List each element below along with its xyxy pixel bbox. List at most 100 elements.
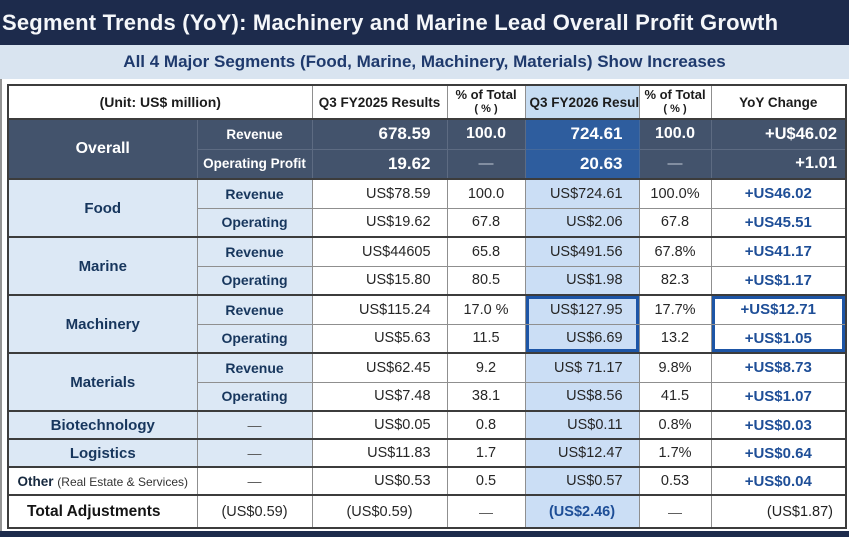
fy26-value: US$8.56 <box>524 381 640 412</box>
pct-header-line1: % of Total <box>644 87 706 102</box>
fy26-pct: 9.8% <box>638 352 712 383</box>
fy25-value: US$62.45 <box>311 352 448 383</box>
yoy-value: +US45.51 <box>710 207 847 238</box>
fy26-value: 20.63 <box>524 148 640 180</box>
fy26-value: US$491.56 <box>524 236 640 267</box>
fy26-value: 724.61 <box>524 118 640 150</box>
yoy-value: +US$0.04 <box>710 466 847 496</box>
metric-label: — <box>196 438 313 468</box>
metric-label: Operating <box>196 381 313 412</box>
fy25-pct: 100.0 <box>446 118 526 150</box>
segment-label-machinery: Machinery <box>7 294 198 354</box>
fy25-value: US$19.62 <box>311 207 448 238</box>
fy25-value: US$0.53 <box>311 466 448 496</box>
fy25-pct: 38.1 <box>446 381 526 412</box>
other-label-note: (Real Estate & Services) <box>57 474 188 489</box>
fy25-value: US$5.63 <box>311 323 448 354</box>
fy25-value: US$15.80 <box>311 265 448 296</box>
fy25-pct: 67.8 <box>446 207 526 238</box>
fy26-pct: 0.53 <box>638 466 712 496</box>
fy26-value: US$0.11 <box>524 410 640 440</box>
fy26-pct: 13.2 <box>638 323 712 354</box>
table-row-machinery-revenue: Machinery Revenue US$115.24 17.0 % US$12… <box>7 294 847 354</box>
segment-label-marine: Marine <box>7 236 198 296</box>
col-header-pct-fy25: % of Total ( % ) <box>446 84 526 120</box>
table-row-logistics: Logistics — US$11.83 1.7 US$12.47 1.7% +… <box>7 438 847 468</box>
unit-label: (Unit: US$ million) <box>7 84 313 120</box>
fy26-value-highlighted: US$127.95 <box>524 294 640 325</box>
table-row-food-revenue: Food Revenue US$78.59 100.0 US$724.61 10… <box>7 178 847 238</box>
yoy-value: +US$0.64 <box>710 438 847 468</box>
metric-label: Operating <box>196 207 313 238</box>
header-row: (Unit: US$ million) Q3 FY2025 Results % … <box>7 84 847 120</box>
subtitle-text: All 4 Major Segments (Food, Marine, Mach… <box>123 52 726 71</box>
fy25-pct: — <box>446 148 526 180</box>
fy26-pct: 17.7% <box>638 294 712 325</box>
fy26-value: US$1.98 <box>524 265 640 296</box>
table-row-biotechnology: Biotechnology — US$0.05 0.8 US$0.11 0.8%… <box>7 410 847 440</box>
subtitle-bar: All 4 Major Segments (Food, Marine, Mach… <box>0 45 849 79</box>
fy26-value: US$724.61 <box>524 178 640 209</box>
col-header-pct-fy26: % of Total ( % ) <box>638 84 712 120</box>
segment-label-food: Food <box>7 178 198 238</box>
fy25-pct: 11.5 <box>446 323 526 354</box>
total-adjustments-label: Total Adjustments <box>7 494 198 529</box>
fy25-value: 678.59 <box>311 118 448 150</box>
other-label: Other <box>17 473 54 489</box>
fy25-pct: 0.8 <box>446 410 526 440</box>
metric-label: Operating Profit <box>196 148 313 180</box>
fy26-pct: 100.0 <box>638 118 712 150</box>
fy26-value: (US$2.46) <box>524 494 640 529</box>
metric-label: Revenue <box>196 178 313 209</box>
fy25-pct: 80.5 <box>446 265 526 296</box>
fy26-pct: 67.8% <box>638 236 712 267</box>
yoy-value: +US46.02 <box>710 178 847 209</box>
segment-label-overall: Overall <box>7 118 198 180</box>
segment-results-table: (Unit: US$ million) Q3 FY2025 Results % … <box>7 84 848 529</box>
metric-label: Operating <box>196 265 313 296</box>
fy25-pct: 1.7 <box>446 438 526 468</box>
metric-label: (US$0.59) <box>196 494 313 529</box>
fy26-value: US$ 71.17 <box>524 352 640 383</box>
fy26-value-highlighted: US$6.69 <box>524 323 640 354</box>
table-row-marine-revenue: Marine Revenue US$44605 65.8 US$491.56 6… <box>7 236 847 296</box>
fy25-value: US$11.83 <box>311 438 448 468</box>
table-row-total-adjustments: Total Adjustments (US$0.59) (US$0.59) — … <box>7 494 847 529</box>
segment-label-logistics: Logistics <box>7 438 198 468</box>
yoy-value: +1.01 <box>710 148 847 180</box>
yoy-value: +US$1.17 <box>710 265 847 296</box>
fy25-value: US$78.59 <box>311 178 448 209</box>
fy25-value: US$0.05 <box>311 410 448 440</box>
fy26-value: US$2.06 <box>524 207 640 238</box>
fy25-pct: 100.0 <box>446 178 526 209</box>
segment-label-other: Other (Real Estate & Services) <box>7 466 198 496</box>
fy26-pct: — <box>638 494 712 529</box>
metric-label: Revenue <box>196 294 313 325</box>
yoy-value: +US$1.07 <box>710 381 847 412</box>
title-bar: Segment Trends (YoY): Machinery and Mari… <box>0 0 849 45</box>
fy25-value: (US$0.59) <box>311 494 448 529</box>
yoy-value-highlighted: +US$1.05 <box>710 323 847 354</box>
yoy-value: (US$1.87) <box>710 494 847 529</box>
table-row-food-operating: Operating US$19.62 67.8 US$2.06 67.8 +US… <box>8 207 847 238</box>
fy26-pct: 100.0% <box>638 178 712 209</box>
yoy-value: +US$0.03 <box>710 410 847 440</box>
table-row-overall-revenue: Overall Revenue 678.59 100.0 724.61 100.… <box>7 118 847 180</box>
fy25-pct: 17.0 % <box>446 294 526 325</box>
fy25-pct: 9.2 <box>446 352 526 383</box>
page-title: Segment Trends (YoY): Machinery and Mari… <box>2 9 779 35</box>
col-header-fy25: Q3 FY2025 Results <box>311 84 448 120</box>
fy26-pct: 67.8 <box>638 207 712 238</box>
yoy-value: +U$46.02 <box>710 118 847 150</box>
fy25-pct: 0.5 <box>446 466 526 496</box>
metric-label: — <box>196 410 313 440</box>
yoy-value: +US41.17 <box>710 236 847 267</box>
col-header-fy26: Q3 FY2026 Results <box>524 84 640 120</box>
pct-header-line2: ( % ) <box>474 103 498 115</box>
table-row-machinery-operating: Operating US$5.63 11.5 US$6.69 13.2 +US$… <box>8 323 847 354</box>
metric-label: — <box>196 466 313 496</box>
fy26-pct: 0.8% <box>638 410 712 440</box>
fy26-pct: 82.3 <box>638 265 712 296</box>
yoy-value-highlighted: +US$12.71 <box>710 294 847 325</box>
